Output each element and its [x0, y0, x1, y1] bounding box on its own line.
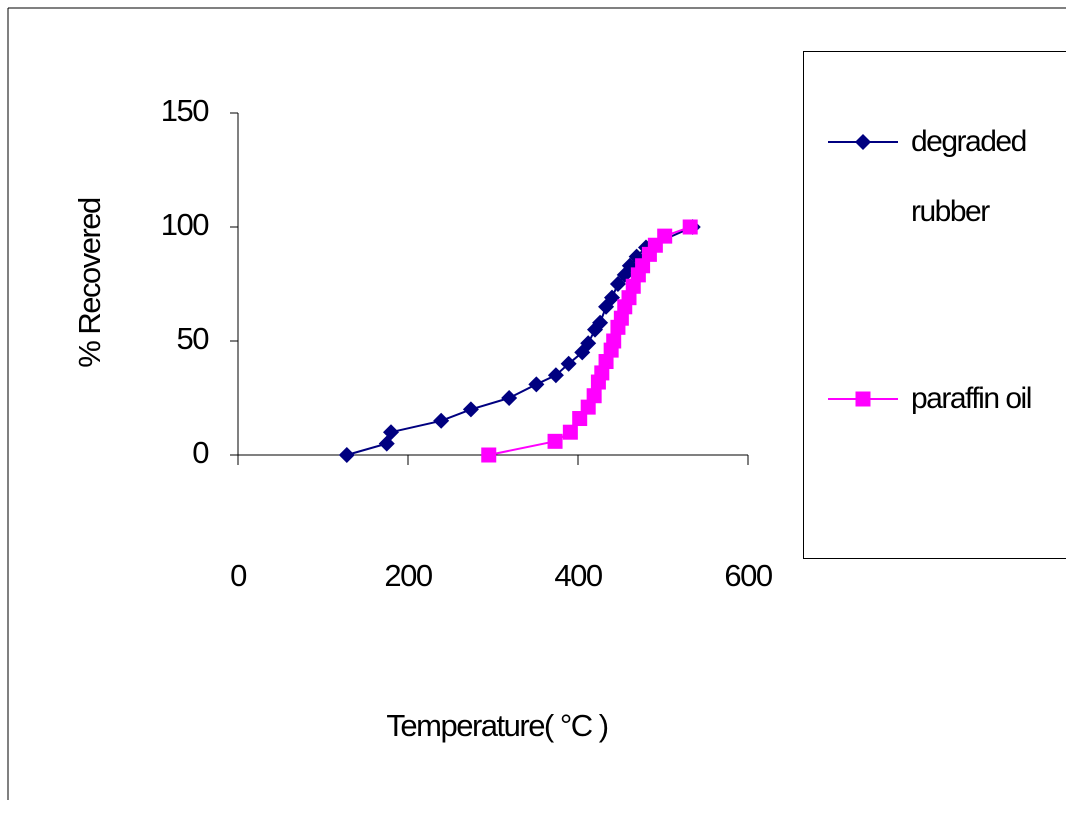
x-axis-label: Temperature( °C ) [386, 708, 607, 743]
marker [580, 335, 597, 352]
marker [594, 365, 610, 381]
legend-swatch [828, 134, 898, 150]
marker [562, 424, 578, 440]
marker [560, 355, 577, 372]
marker [635, 258, 651, 274]
marker [501, 390, 518, 406]
marker [547, 433, 563, 449]
legend-label: paraffin oil [911, 382, 1032, 415]
legend-swatch [828, 391, 898, 407]
marker [657, 228, 673, 244]
marker [383, 424, 399, 441]
marker [592, 314, 609, 331]
marker [855, 134, 871, 150]
marker [338, 447, 355, 463]
marker [481, 447, 497, 463]
marker [621, 290, 637, 306]
legend-label: degraded rubber [911, 125, 1027, 228]
marker [682, 219, 698, 235]
marker [580, 399, 596, 415]
marker [433, 412, 450, 429]
marker [598, 354, 614, 370]
marker [606, 333, 622, 349]
marker [547, 367, 564, 384]
marker [613, 310, 629, 326]
y-tick-label: 0 [192, 435, 209, 470]
marker [625, 278, 641, 294]
marker [855, 391, 871, 407]
marker [528, 376, 545, 393]
x-tick-label: 200 [384, 558, 432, 593]
marker [572, 411, 588, 427]
y-tick-label: 100 [161, 207, 209, 242]
marker [604, 289, 620, 306]
marker [586, 388, 602, 404]
y-axis-label: % Recovered [72, 198, 107, 368]
marker [462, 401, 479, 418]
x-tick-label: 0 [230, 558, 247, 593]
x-tick-label: 600 [724, 558, 772, 593]
y-tick-label: 150 [161, 93, 209, 128]
legend: degraded rubber paraffin oil [803, 51, 1066, 559]
y-tick-label: 50 [177, 321, 210, 356]
x-tick-label: 400 [554, 558, 602, 593]
